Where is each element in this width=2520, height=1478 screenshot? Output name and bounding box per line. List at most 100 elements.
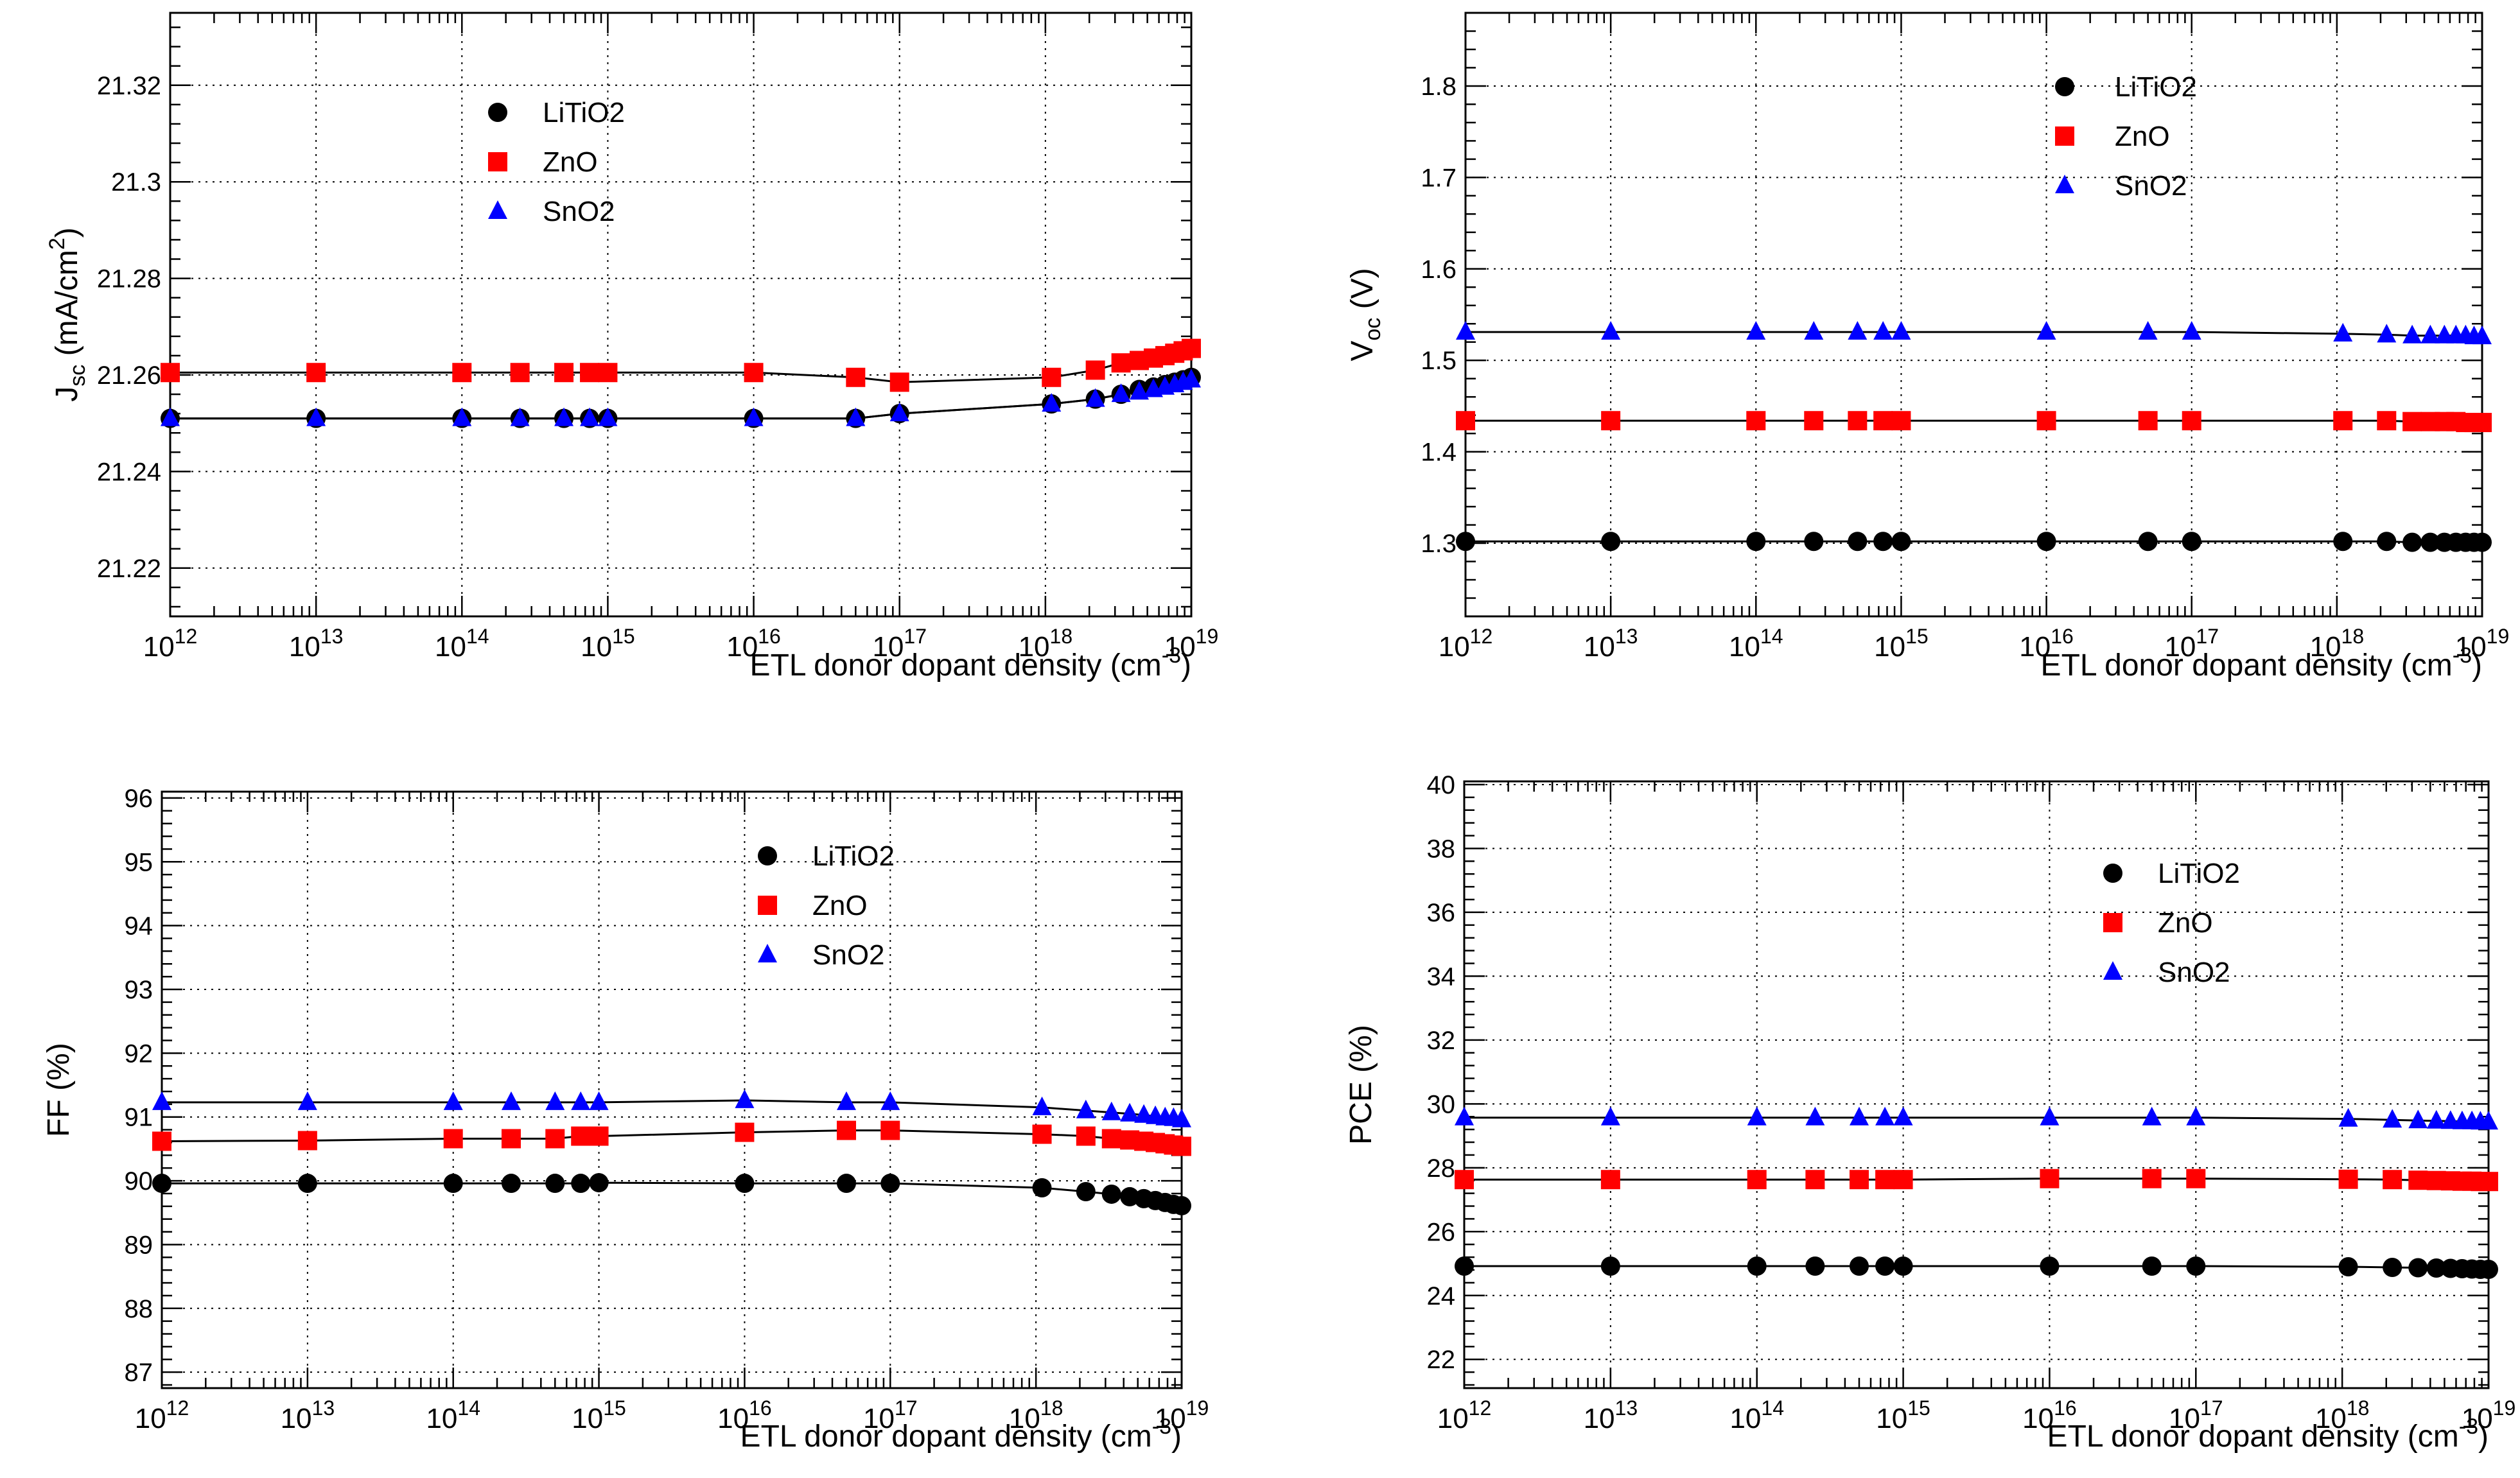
point-zno [1746, 411, 1766, 431]
point-sno2 [2408, 1109, 2428, 1129]
pce-y-axis-label: PCE (%) [1344, 1025, 1378, 1145]
point-zno [306, 363, 326, 383]
point-zno [152, 1131, 171, 1151]
pce-legend: LiTiO2 ZnO SnO2 [2103, 858, 2240, 988]
point-zno [1042, 367, 1062, 387]
y-tick-label: 89 [125, 1231, 153, 1259]
jsc-grid [170, 13, 1191, 616]
point-zno [1601, 411, 1621, 431]
point-sno2 [2333, 322, 2353, 342]
y-tick-label: 21.24 [97, 458, 161, 486]
voc-ticks [1464, 12, 2483, 618]
point-litio2 [1456, 532, 1475, 552]
legend-marker-litio2 [488, 103, 507, 122]
y-tick-label: 92 [125, 1039, 153, 1068]
jsc-y-axis-label: Jsc (mA/cm2) [45, 227, 90, 402]
point-litio2 [1076, 1181, 1096, 1201]
series-zno [161, 338, 1201, 392]
point-litio2 [443, 1174, 463, 1194]
series-zno [1455, 1169, 2498, 1192]
legend-label-sno2: SnO2 [543, 196, 615, 227]
point-zno [2182, 411, 2201, 431]
point-zno [1456, 411, 1475, 431]
point-zno [1600, 1170, 1620, 1190]
point-litio2 [2408, 1258, 2428, 1278]
y-tick-label: 1.5 [1421, 347, 1457, 375]
point-sno2 [2142, 1106, 2162, 1126]
series-zno [152, 1120, 1191, 1156]
y-tick-label: 1.6 [1421, 256, 1457, 284]
point-zno [443, 1129, 463, 1149]
point-sno2 [880, 1091, 900, 1110]
voc-x-axis-label: ETL donor dopant density (cm-3) [2041, 643, 2482, 682]
x-tick-label: 1018 [2315, 1396, 2370, 1434]
legend-label-zno: ZnO [2115, 121, 2170, 152]
legend-label-sno2: SnO2 [2115, 170, 2187, 202]
point-litio2 [1849, 1256, 1869, 1276]
legend-label-zno: ZnO [2158, 907, 2213, 939]
point-sno2 [1873, 321, 1893, 340]
point-litio2 [501, 1174, 521, 1194]
point-sno2 [2182, 321, 2201, 340]
ff-x-axis-label: ETL donor dopant density (cm-3) [740, 1414, 1182, 1454]
point-sno2 [1085, 388, 1105, 407]
series-sno2 [1456, 321, 2492, 345]
y-tick-label: 87 [125, 1359, 153, 1387]
point-zno [580, 363, 600, 383]
y-tick-label: 40 [1427, 771, 1456, 799]
point-zno [2338, 1169, 2358, 1189]
point-litio2 [1032, 1178, 1052, 1198]
point-zno [889, 372, 909, 392]
point-zno [161, 363, 180, 383]
point-sno2 [1076, 1099, 1096, 1118]
y-tick-label: 94 [125, 912, 153, 941]
point-zno [510, 363, 530, 383]
point-sno2 [510, 407, 530, 426]
point-zno [1891, 411, 1911, 431]
point-litio2 [735, 1174, 755, 1194]
series-litio2 [1456, 532, 2492, 552]
y-tick-label: 30 [1427, 1090, 1456, 1118]
point-sno2 [1804, 321, 1824, 340]
x-tick-label: 1012 [135, 1396, 189, 1434]
series-sno2 [152, 1089, 1191, 1127]
legend-marker-sno2 [2055, 175, 2074, 193]
point-zno [836, 1120, 856, 1140]
point-litio2 [2333, 532, 2353, 552]
ff-grid [162, 792, 1182, 1388]
legend-marker-litio2 [2103, 864, 2122, 883]
x-tick-label: 1018 [2310, 625, 2365, 663]
point-zno [2138, 411, 2158, 431]
point-litio2 [1455, 1256, 1474, 1276]
legend-label-sno2: SnO2 [2158, 957, 2230, 988]
y-tick-label: 90 [125, 1167, 153, 1195]
x-tick-label: 1012 [1437, 1396, 1492, 1434]
point-sno2 [2036, 321, 2056, 340]
point-sno2 [501, 1091, 521, 1110]
point-sno2 [589, 1091, 609, 1110]
point-zno [501, 1129, 521, 1149]
point-zno [1747, 1170, 1767, 1190]
y-tick-label: 34 [1427, 962, 1456, 991]
point-zno [1805, 1170, 1825, 1190]
point-zno [1032, 1124, 1052, 1144]
point-sno2 [297, 1091, 317, 1110]
y-tick-label: 88 [125, 1295, 153, 1323]
y-tick-label: 21.26 [97, 361, 161, 390]
point-zno [598, 363, 618, 383]
legend-label-litio2: LiTiO2 [812, 840, 895, 872]
point-sno2 [161, 407, 180, 426]
point-litio2 [880, 1174, 900, 1194]
legend-label-sno2: SnO2 [812, 939, 885, 971]
legend-label-zno: ZnO [812, 890, 868, 921]
point-sno2 [2377, 324, 2397, 343]
y-tick-label: 21.28 [97, 265, 161, 293]
y-tick-label: 22 [1427, 1346, 1456, 1374]
ff-frame [161, 790, 1183, 1389]
point-sno2 [1182, 369, 1201, 388]
point-litio2 [1893, 1256, 1913, 1276]
point-litio2 [1746, 532, 1766, 552]
point-zno [1848, 411, 1868, 431]
